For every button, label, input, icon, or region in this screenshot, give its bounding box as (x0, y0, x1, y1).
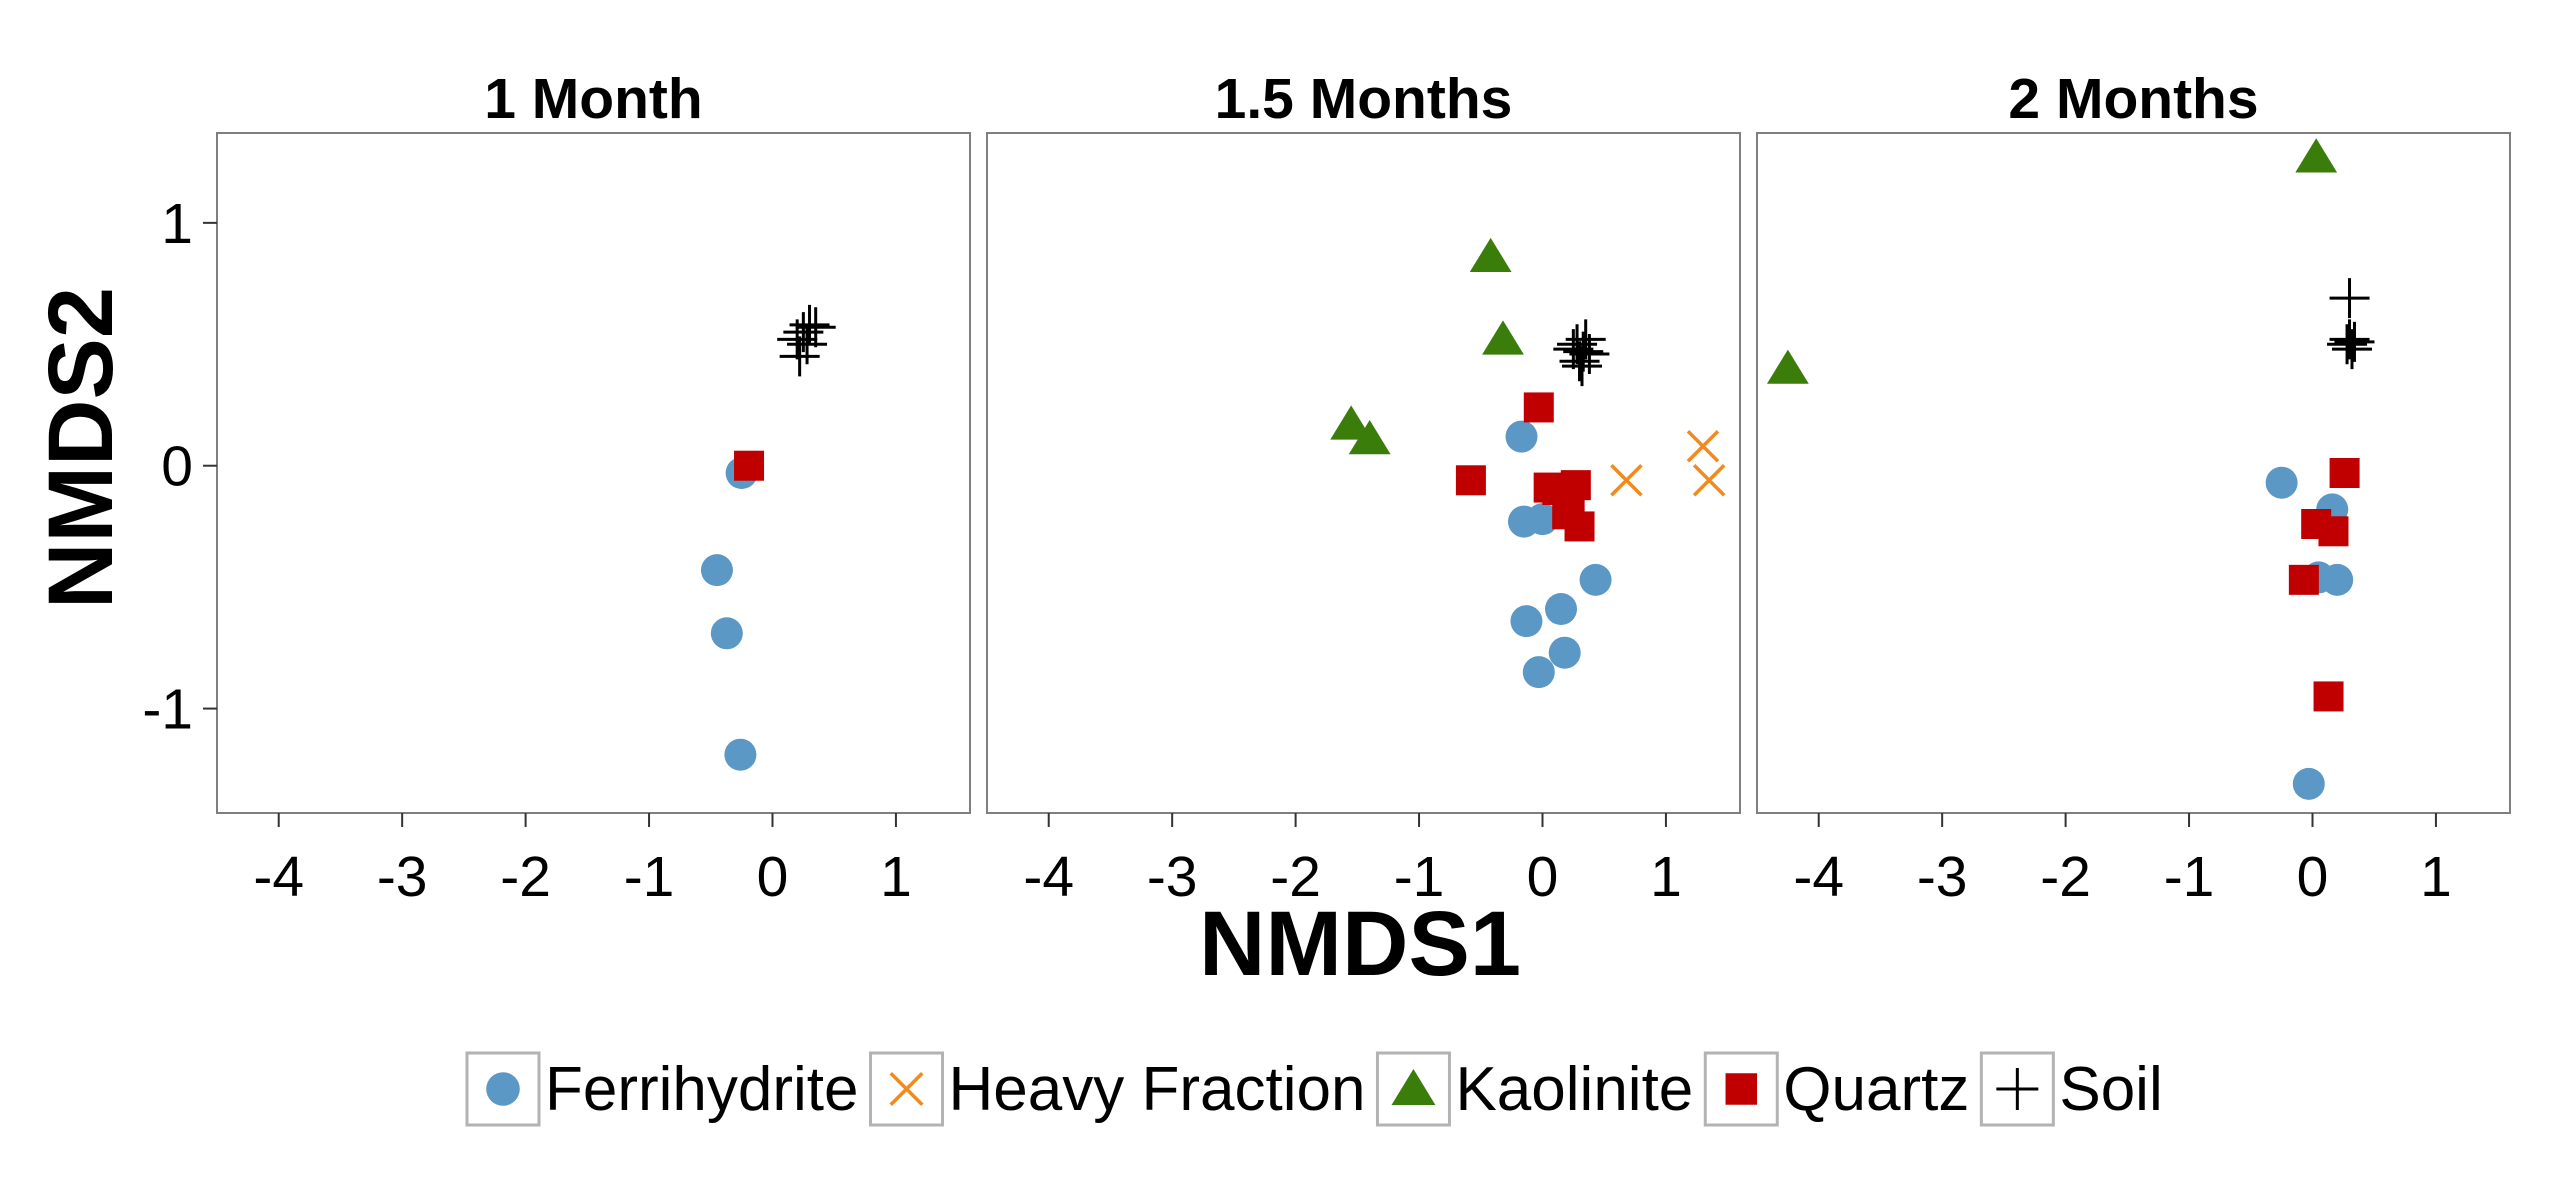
panel-frame (986, 132, 1741, 814)
panel-points (1330, 237, 1726, 689)
x-axis-title: NMDS1 (1199, 893, 1521, 995)
soil-point (2329, 278, 2370, 319)
panel-points (1766, 138, 2375, 800)
x-tick-label: 1 (880, 845, 912, 909)
y-tick-label: 0 (161, 435, 193, 499)
heavy-fraction-point (1610, 464, 1643, 497)
kaolinite-point (1766, 349, 1809, 384)
kaolinite-point (2295, 138, 2338, 173)
x-tick-label: -3 (377, 845, 428, 909)
soil-point (2331, 329, 2372, 370)
legend-key (1375, 1051, 1451, 1127)
ferrihydrite-point (2321, 563, 2354, 596)
legend-label: Heavy Fraction (949, 1055, 1366, 1124)
legend-item-heavy-fraction: Heavy Fraction (869, 1051, 1366, 1127)
panel-points (700, 304, 836, 771)
kaolinite-point (1330, 405, 1373, 440)
y-tick-label: 1 (161, 192, 193, 256)
ferrihydrite-point (1548, 636, 1581, 669)
x-tick-label: 0 (1527, 845, 1559, 909)
ferrihydrite-point (1545, 593, 1578, 625)
legend-item-ferrihydrite: Ferrihydrite (465, 1051, 859, 1127)
panel-frame (1756, 132, 2511, 814)
x-tick-label: 0 (2297, 845, 2329, 909)
ferrihydrite-point (2292, 767, 2325, 800)
soil-point (779, 336, 820, 377)
facet-panels: 1 Month -4 -3 -2 -1 0 1 1 0 -1 1.5 Months -4 -3 -2 -1 0… (142, 67, 2511, 909)
x-tick-label: -4 (1793, 845, 1844, 909)
x-tick-label: -1 (2164, 845, 2215, 909)
kaolinite-point (1348, 420, 1391, 455)
x-tick-label: 0 (757, 845, 789, 909)
legend: Ferrihydrite Heavy Fraction Kaolinite Quart… (465, 1051, 2163, 1127)
legend-x-icon (889, 1072, 924, 1106)
ferrihydrite-point (1526, 503, 1559, 536)
facet-panel: 1 Month -4 -3 -2 -1 0 1 1 0 -1 (142, 67, 971, 909)
x-tick-label: -2 (500, 845, 551, 909)
x-tick-label: -2 (2040, 845, 2091, 909)
ferrihydrite-point (1579, 563, 1612, 596)
soil-point (2329, 319, 2370, 360)
quartz-point (1554, 492, 1585, 522)
ferrihydrite-point (710, 617, 743, 650)
legend-triangle-icon (1391, 1069, 1436, 1105)
quartz-point (1455, 465, 1486, 496)
kaolinite-point (1482, 320, 1524, 355)
quartz-point (2288, 564, 2319, 595)
x-tick-label: -3 (1917, 845, 1968, 909)
quartz-point (734, 450, 765, 481)
panel-title: 2 Months (2008, 67, 2258, 131)
legend-item-quartz: Quartz (1703, 1051, 1969, 1127)
x-tick-label: -4 (253, 845, 304, 909)
legend-plus-icon (1996, 1068, 2039, 1110)
facet-panel: 1.5 Months -4 -3 -2 -1 0 1 (986, 67, 1741, 909)
heavy-fraction-point (1686, 430, 1720, 463)
x-tick-label: 1 (2420, 845, 2452, 909)
ferrihydrite-point (724, 738, 757, 771)
heavy-fraction-point (1692, 464, 1726, 497)
legend-square-icon (1725, 1073, 1758, 1105)
soil-point (1553, 329, 1594, 370)
x-tick-label: -2 (1270, 845, 1321, 909)
panel-title: 1.5 Months (1215, 67, 1513, 131)
soil-point (2334, 321, 2375, 362)
legend-label: Kaolinite (1455, 1055, 1693, 1124)
x-tick-label: -4 (1023, 845, 1074, 909)
legend-item-soil: Soil (1979, 1051, 2163, 1127)
panel-title: 1 Month (484, 67, 702, 131)
soil-point (2327, 324, 2368, 365)
facet-panel: 2 Months -4 -3 -2 -1 0 1 (1756, 67, 2511, 909)
ferrihydrite-point (1505, 420, 1538, 453)
ferrihydrite-point (1522, 656, 1555, 689)
quartz-point (2329, 458, 2360, 488)
panel-frame (216, 132, 971, 814)
soil-point (795, 307, 836, 348)
legend-label: Soil (2059, 1055, 2162, 1124)
legend-label: Quartz (1783, 1055, 1969, 1124)
legend-circle-icon (486, 1072, 520, 1106)
x-tick-label: -1 (1394, 845, 1445, 909)
x-tick-label: 1 (1650, 845, 1682, 909)
quartz-point (2318, 516, 2349, 547)
ferrihydrite-point (700, 554, 733, 587)
ferrihydrite-point (2265, 466, 2298, 499)
quartz-point (2313, 681, 2344, 712)
legend-item-kaolinite: Kaolinite (1375, 1051, 1693, 1127)
x-tick-label: -1 (624, 845, 675, 909)
soil-point (1561, 346, 1602, 387)
y-tick-label: -1 (142, 678, 193, 742)
quartz-point (1523, 392, 1554, 423)
legend-label: Ferrihydrite (545, 1055, 859, 1124)
kaolinite-point (1469, 237, 1512, 273)
y-axis-title: NMDS2 (30, 287, 132, 609)
ferrihydrite-point (1510, 605, 1543, 638)
x-tick-label: -3 (1147, 845, 1198, 909)
